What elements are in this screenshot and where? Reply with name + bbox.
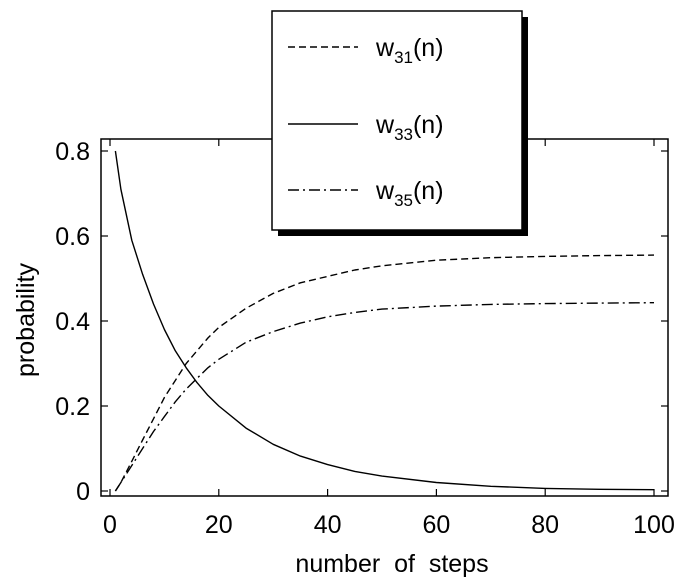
x-tick-label: 0 [103,511,117,539]
y-tick-label: 0.4 [55,308,90,336]
x-tick-label: 60 [422,511,450,539]
series-line-35 [114,302,655,492]
x-tick-label: 40 [314,511,342,539]
series-layer [114,150,655,492]
legend-items: w31(n) w33(n) w35(n) [288,34,444,210]
x-tick-label: 100 [633,511,675,539]
legend-label-31: w31(n) [375,34,444,67]
x-axis-title: number of steps [295,550,488,578]
legend-label-35: w35(n) [375,177,444,210]
legend-label-33: w33(n) [375,111,444,144]
y-axis-title: probability [12,263,40,377]
y-tick-label: 0.6 [55,223,90,251]
y-tick-label: 0.2 [55,393,90,421]
y-tick-label: 0 [76,478,90,506]
axis-ticks: 0 20 40 60 80 100 0 0.2 0.4 0.6 0.8 [55,138,675,539]
y-tick-label: 0.8 [55,138,90,166]
x-tick-label: 80 [531,511,559,539]
series-line-31 [114,254,655,492]
legend: w31(n) w33(n) w35(n) [271,10,528,236]
x-tick-label: 20 [205,511,233,539]
series-line-33 [114,150,655,491]
